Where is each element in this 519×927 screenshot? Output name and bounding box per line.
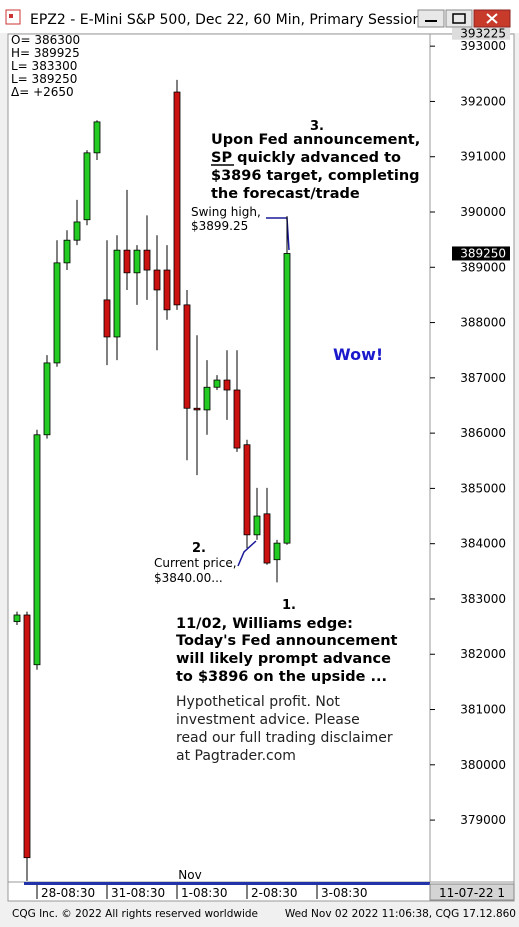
candle-body — [213, 379, 221, 388]
app-icon-dot — [9, 14, 13, 18]
y-tick-label: 389000 — [460, 260, 506, 274]
date-box — [429, 883, 515, 901]
info-line: L= 389250 — [11, 72, 77, 86]
annotation-text: 11/02, Williams edge: — [176, 616, 353, 632]
annotation-number: 2. — [192, 541, 206, 556]
month-label: Nov — [178, 868, 201, 882]
candle-body — [73, 221, 81, 241]
annotation-text: the forecast/trade — [211, 186, 360, 202]
y-tick-label: 385000 — [460, 481, 506, 495]
info-line: Δ= +2650 — [11, 85, 74, 99]
annotation-text: Current price, — [154, 556, 237, 570]
candle-body — [283, 253, 291, 544]
candle-body — [183, 304, 191, 409]
candle-body — [53, 262, 61, 364]
y-tick-label: 382000 — [460, 647, 506, 661]
candle-body — [263, 513, 271, 564]
disclaimer-text: at Pagtrader.com — [176, 748, 296, 764]
annotation-text: Today's Fed announcement — [176, 633, 398, 649]
candle-body — [23, 614, 31, 859]
y-tick-label: 390000 — [460, 205, 506, 219]
candle-body — [63, 239, 71, 264]
y-tick-label: 387000 — [460, 371, 506, 385]
disclaimer-text: investment advice. Please — [176, 712, 360, 728]
annotation-text: $3899.25 — [191, 219, 248, 233]
pointer-line — [237, 540, 257, 567]
candle-body — [83, 152, 91, 221]
y-tick-label: 388000 — [460, 316, 506, 330]
candle-body — [193, 407, 201, 411]
annotation-text: to $3896 on the upside ... — [176, 669, 387, 685]
date-box-label: 11-07-22 1 — [439, 886, 505, 900]
disclaimer-text: read our full trading disclaimer — [176, 730, 393, 746]
candle-body — [13, 614, 21, 623]
y-tick-label: 381000 — [460, 703, 506, 717]
footer-right: Wed Nov 02 2022 11:06:38, CQG 17.12.860 — [285, 908, 516, 920]
x-tick-label: 2-08:30 — [251, 886, 298, 900]
y-tick-label: 380000 — [460, 758, 506, 772]
disclaimer-text: Hypothetical profit. Not — [176, 694, 340, 710]
axis-top-label: 393225 — [460, 27, 506, 41]
candle-body — [113, 249, 121, 338]
y-tick-label: 392000 — [460, 94, 506, 108]
x-tick-label: 31-08:30 — [111, 886, 165, 900]
x-tick-label: 3-08:30 — [321, 886, 368, 900]
y-tick-label: 379000 — [460, 813, 506, 827]
annotation-text: $3896 target, completing — [211, 168, 420, 184]
annotation-number: 1. — [282, 598, 296, 613]
annotation-text: SP quickly advanced to — [211, 150, 401, 166]
candle-body — [153, 269, 161, 291]
x-tick-label: 28-08:30 — [41, 886, 95, 900]
y-tick-label: 383000 — [460, 592, 506, 606]
y-tick-label: 384000 — [460, 537, 506, 551]
candles — [13, 79, 291, 881]
close-icon — [486, 13, 498, 24]
annotation-text: $3840.00... — [154, 571, 223, 585]
restore-icon — [452, 13, 466, 24]
info-line: O= 386300 — [11, 33, 80, 47]
y-tick-label: 391000 — [460, 150, 506, 164]
plot-area — [7, 33, 431, 883]
candle-body — [203, 386, 211, 411]
candle-body — [133, 249, 141, 274]
minimize-button[interactable] — [417, 9, 445, 28]
candle-body — [233, 389, 241, 449]
info-line: H= 389925 — [11, 46, 80, 60]
candle-body — [173, 91, 181, 306]
axis-top-box — [452, 27, 510, 40]
y-tick-label: 386000 — [460, 426, 506, 440]
last-price-box — [452, 246, 510, 261]
info-line: L= 383300 — [11, 59, 77, 73]
last-price-label: 389250 — [460, 246, 506, 260]
annotation-wow: Wow! — [333, 345, 383, 364]
annotation-text: Swing high, — [191, 205, 261, 219]
window-title: EPZ2 - E-Mini S&P 500, Dec 22, 60 Min, P… — [30, 12, 421, 28]
info-box: O= 386300 H= 389925 L= 383300 L= 389250 … — [11, 33, 80, 99]
footer-left: CQG Inc. © 2022 All rights reserved worl… — [12, 908, 258, 920]
annotation-number: 3. — [310, 119, 324, 134]
y-tick-label: 393000 — [460, 39, 506, 53]
candle-body — [33, 434, 41, 666]
candle-body — [163, 269, 171, 311]
candle-body — [43, 362, 51, 436]
candle-body — [103, 299, 111, 338]
annotation-text: will likely prompt advance — [176, 651, 391, 667]
candle-body — [253, 515, 261, 536]
candle-body — [243, 444, 251, 536]
candle-body — [273, 542, 281, 561]
candle-body — [143, 249, 151, 271]
candle-body — [223, 379, 231, 391]
restore-button[interactable] — [445, 9, 473, 28]
x-tick-label: 1-08:30 — [181, 886, 228, 900]
candle-body — [123, 249, 131, 274]
annotation-text: Upon Fed announcement, — [211, 132, 420, 148]
candle-body — [93, 121, 101, 154]
